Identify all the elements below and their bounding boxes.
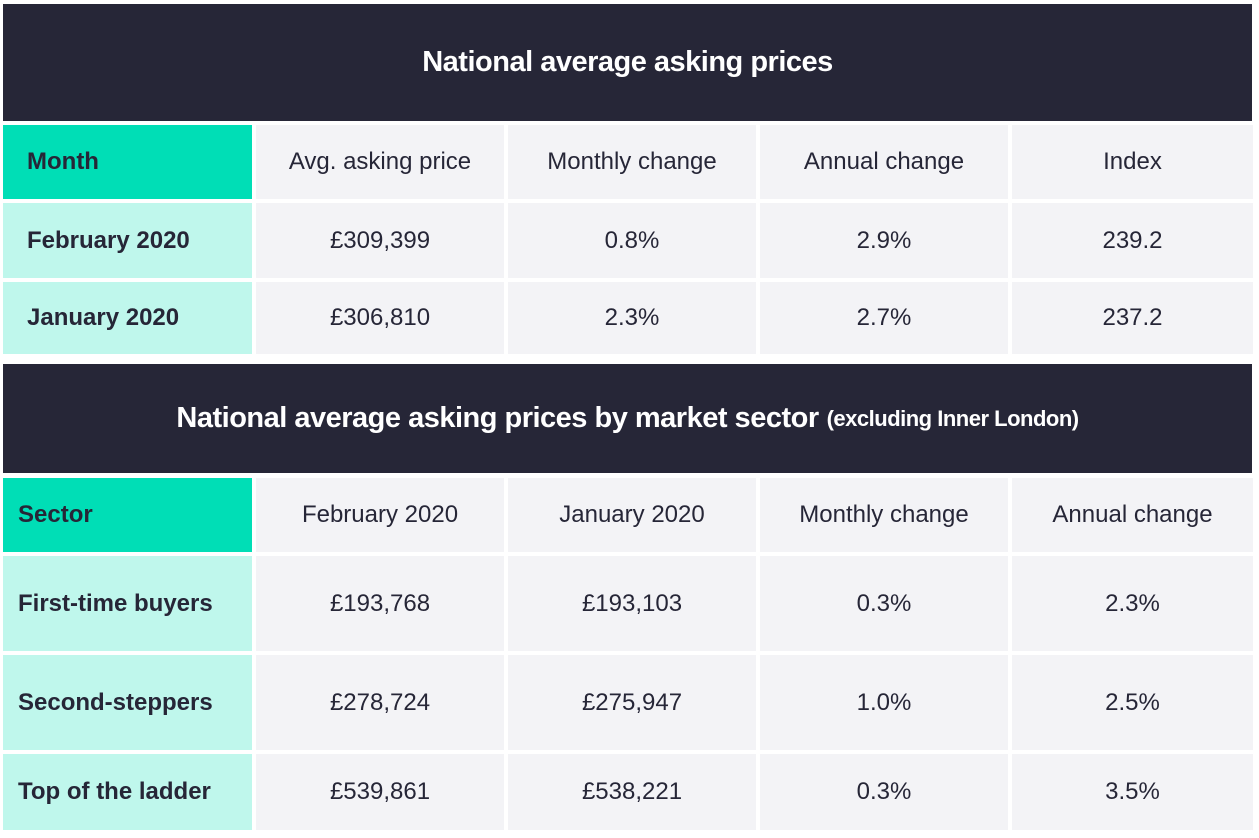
table2-row3-label: Top of the ladder [3,754,252,830]
table2-row2-monthly: 1.0% [760,655,1008,750]
table2-row1-label: First-time buyers [3,556,252,651]
table2-row3-annual: 3.5% [1012,754,1253,830]
table2-row3-feb: £539,861 [256,754,504,830]
table2-header-annual-change: Annual change [1012,478,1253,552]
table2-header-january-2020: January 2020 [508,478,756,552]
table2-row1-annual: 2.3% [1012,556,1253,651]
table1-row1-label: February 2020 [3,203,252,278]
table2-header-sector: Sector [3,478,252,552]
table2-row1-feb: £193,768 [256,556,504,651]
table2-row3-jan: £538,221 [508,754,756,830]
table2-grid: Sector February 2020 January 2020 Monthl… [3,478,1253,830]
table1-header-annual-change: Annual change [760,125,1008,199]
table1-header-index: Index [1012,125,1253,199]
table1-title: National average asking prices [422,46,833,78]
table2-title-band: National average asking prices by market… [3,364,1252,473]
table1-row1-annual: 2.9% [760,203,1008,278]
table2-header-february-2020: February 2020 [256,478,504,552]
table2-row1-monthly: 0.3% [760,556,1008,651]
table1-row2-index: 237.2 [1012,282,1253,354]
table2-row2-label: Second-steppers [3,655,252,750]
table1-row2-monthly: 2.3% [508,282,756,354]
table2-title: National average asking prices by market… [176,402,819,434]
table1-header-month: Month [3,125,252,199]
table1-header-avg-asking-price: Avg. asking price [256,125,504,199]
table2-subtitle: (excluding Inner London) [826,405,1079,431]
table2-row2-feb: £278,724 [256,655,504,750]
table1-row2-price: £306,810 [256,282,504,354]
table1-row2-label: January 2020 [3,282,252,354]
table1-row1-monthly: 0.8% [508,203,756,278]
table2-row2-jan: £275,947 [508,655,756,750]
table2-header-monthly-change: Monthly change [760,478,1008,552]
table1-header-monthly-change: Monthly change [508,125,756,199]
table2-row1-jan: £193,103 [508,556,756,651]
table2-row2-annual: 2.5% [1012,655,1253,750]
table2-row3-monthly: 0.3% [760,754,1008,830]
table1-row2-annual: 2.7% [760,282,1008,354]
table1-row1-index: 239.2 [1012,203,1253,278]
table1-grid: Month Avg. asking price Monthly change A… [3,125,1253,354]
table1-row1-price: £309,399 [256,203,504,278]
table1-title-band: National average asking prices [3,4,1252,121]
